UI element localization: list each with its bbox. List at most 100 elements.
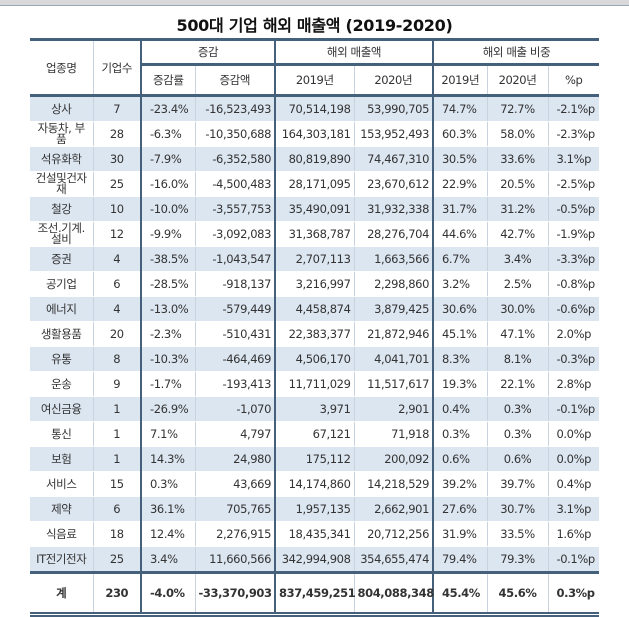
cell-company-count: 25 <box>92 171 141 197</box>
cell-sales-2019: 70,514,198 <box>274 95 354 122</box>
cell-company-count: 12 <box>92 221 141 247</box>
cell-sales-2020: 23,670,612 <box>353 171 433 197</box>
cell-industry: 공기업 <box>30 271 93 297</box>
cell-share-diff: 0.0%p <box>547 446 600 472</box>
cell-sales-2020: 71,918 <box>353 421 433 447</box>
cell-share-2020: 47.1% <box>486 321 548 347</box>
cell-company-count: 1 <box>92 396 141 422</box>
cell-share-2019: 3.2% <box>432 271 487 297</box>
cell-industry: 증권 <box>30 246 93 272</box>
cell-change-rate: -9.9% <box>140 221 195 247</box>
cell-industry: 석유화학 <box>30 146 93 172</box>
cell-share-diff: -3.3%p <box>547 246 600 272</box>
cell-change-amount: -3,092,083 <box>194 221 275 247</box>
cell-share-2019: 0.3% <box>432 421 487 447</box>
cell-share-2019: 30.6% <box>432 296 487 322</box>
header-share-2019: 2019년 <box>432 63 487 96</box>
cell-share-2019: 8.3% <box>432 346 487 372</box>
cell-change-amount: -510,431 <box>194 321 275 347</box>
cell-change-amount: -10,350,688 <box>194 121 275 147</box>
cell-industry: 통신 <box>30 421 93 447</box>
cell-share-diff: -1.9%p <box>547 221 600 247</box>
cell-share-2020: 0.3% <box>486 421 548 447</box>
cell-sales-2020: 11,517,617 <box>353 371 433 397</box>
cell-share-2020: 31.2% <box>486 196 548 222</box>
cell-sales-2020: 2,298,860 <box>353 271 433 297</box>
cell-company-count: 28 <box>92 121 141 147</box>
cell-company-count: 18 <box>92 521 141 547</box>
table-row: 조선.기계.설비 12 -9.9% -3,092,083 31,368,787 28,27… <box>30 221 600 247</box>
cell-share-2020: 33.6% <box>486 146 548 172</box>
cell-share-2020: 0.3% <box>486 396 548 422</box>
cell-change-rate: -10.3% <box>140 346 195 372</box>
cell-company-count: 230 <box>92 571 141 617</box>
cell-sales-2020: 804,088,348 <box>353 571 434 617</box>
cell-company-count: 7 <box>92 95 141 122</box>
cell-sales-2020: 14,218,529 <box>353 471 433 497</box>
cell-sales-2019: 164,303,181 <box>274 121 354 147</box>
cell-change-rate: -28.5% <box>140 271 195 297</box>
table-body: 상사 7 -23.4% -16,523,493 70,514,198 53,990,705… <box>30 95 600 617</box>
cell-change-amount: 705,765 <box>194 496 275 522</box>
cell-sales-2020: 20,712,256 <box>353 521 433 547</box>
cell-share-diff: 2.8%p <box>547 371 600 397</box>
cell-change-amount: 2,276,915 <box>194 521 275 547</box>
cell-sales-2019: 31,368,787 <box>274 221 354 247</box>
cell-industry: 계 <box>30 571 93 617</box>
cell-change-rate: -38.5% <box>140 246 195 272</box>
table-row: 운송 9 -1.7% -193,413 11,711,029 11,517,617 19.3… <box>30 371 600 397</box>
cell-company-count: 15 <box>92 471 141 497</box>
cell-sales-2019: 22,383,377 <box>274 321 354 347</box>
cell-share-2020: 0.6% <box>486 446 548 472</box>
cell-share-diff: -2.1%p <box>547 95 600 122</box>
cell-change-amount: -3,557,753 <box>194 196 275 222</box>
cell-share-2020: 30.7% <box>486 496 548 522</box>
cell-share-diff: -0.3%p <box>547 346 600 372</box>
cell-share-diff: -0.8%p <box>547 271 600 297</box>
header-change-amount: 증감액 <box>194 63 275 96</box>
cell-sales-2019: 28,171,095 <box>274 171 354 197</box>
cell-share-2020: 2.5% <box>486 271 548 297</box>
cell-change-rate: -23.4% <box>140 95 195 122</box>
cell-share-2019: 45.1% <box>432 321 487 347</box>
header-sales-2020: 2020년 <box>353 63 433 96</box>
cell-share-diff: 0.0%p <box>547 421 600 447</box>
cell-company-count: 1 <box>92 421 141 447</box>
cell-share-2020: 33.5% <box>486 521 548 547</box>
cell-change-rate: -26.9% <box>140 396 195 422</box>
cell-sales-2020: 2,901 <box>353 396 433 422</box>
cell-share-2020: 72.7% <box>486 95 548 122</box>
cell-sales-2019: 3,216,997 <box>274 271 354 297</box>
cell-industry: 에너지 <box>30 296 93 322</box>
cell-sales-2020: 53,990,705 <box>353 95 433 122</box>
cell-sales-2019: 35,490,091 <box>274 196 354 222</box>
cell-company-count: 25 <box>92 546 141 573</box>
cell-company-count: 6 <box>92 496 141 522</box>
cell-change-rate: 14.3% <box>140 446 195 472</box>
cell-share-2019: 31.7% <box>432 196 487 222</box>
cell-share-diff: 3.1%p <box>547 146 600 172</box>
header-overseas-share-group: 해외 매출 비중 <box>431 38 600 65</box>
cell-industry: 보험 <box>30 446 93 472</box>
cell-share-2020: 42.7% <box>486 221 548 247</box>
cell-sales-2019: 18,435,341 <box>274 521 354 547</box>
cell-industry: 여신금융 <box>30 396 93 422</box>
table-title: 500대 기업 해외 매출액 (2019-2020) <box>176 16 453 35</box>
cell-sales-2020: 4,041,701 <box>353 346 433 372</box>
cell-change-amount: 11,660,566 <box>194 546 275 573</box>
cell-share-2019: 19.3% <box>432 371 487 397</box>
cell-change-rate: -13.0% <box>140 296 195 322</box>
cell-share-2019: 27.6% <box>432 496 487 522</box>
cell-change-rate: 7.1% <box>140 421 195 447</box>
cell-sales-2019: 80,819,890 <box>274 146 354 172</box>
cell-sales-2019: 342,994,908 <box>274 546 354 573</box>
cell-share-diff: -2.3%p <box>547 121 600 147</box>
cell-sales-2019: 11,711,029 <box>274 371 354 397</box>
cell-share-diff: -2.5%p <box>547 171 600 197</box>
table-row: 서비스 15 0.3% 43,669 14,174,860 14,218,529 39.2%… <box>30 471 600 497</box>
cell-share-diff: -0.5%p <box>547 196 600 222</box>
cell-company-count: 8 <box>92 346 141 372</box>
cell-change-amount: -4,500,483 <box>194 171 275 197</box>
cell-industry: 상사 <box>30 95 93 122</box>
cell-sales-2020: 354,655,474 <box>353 546 433 573</box>
